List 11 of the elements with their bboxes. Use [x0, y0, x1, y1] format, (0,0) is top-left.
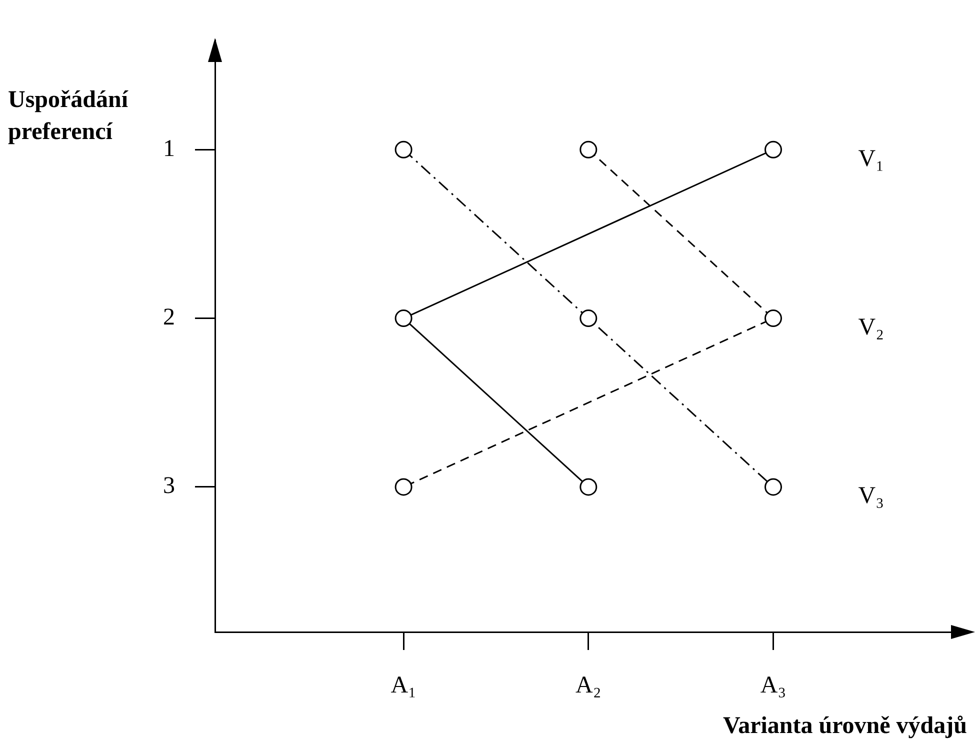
- y-tick-label: 1: [163, 136, 175, 162]
- x-axis-title: Varianta úrovně výdajů: [722, 712, 967, 741]
- annotation: V₂: [858, 314, 884, 341]
- x-tick-label: A₁: [390, 672, 416, 699]
- annotation: V₁: [858, 146, 884, 172]
- annotation: V₃: [858, 483, 884, 510]
- y-tick-label: 3: [163, 473, 175, 500]
- y-axis-title: Uspořádání preferencí: [8, 86, 130, 147]
- x-tick-label: A₃: [760, 672, 786, 699]
- x-tick-label: A₂: [576, 672, 602, 699]
- y-tick-label: 2: [163, 304, 175, 331]
